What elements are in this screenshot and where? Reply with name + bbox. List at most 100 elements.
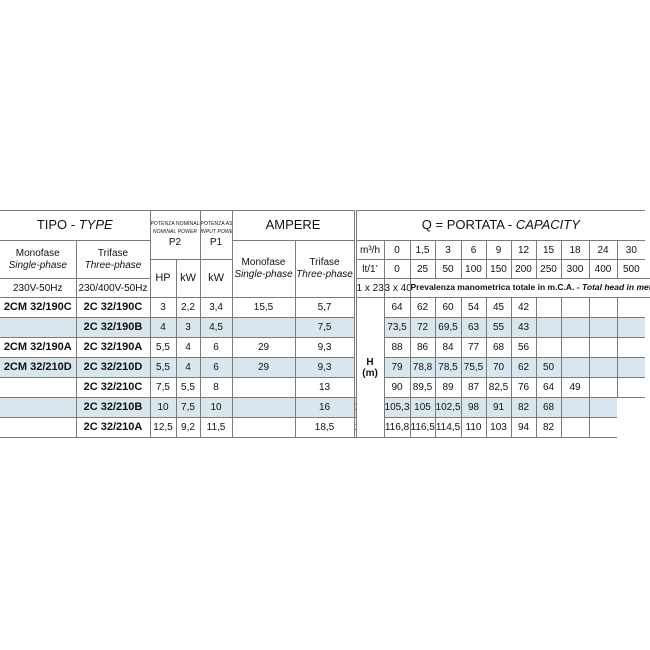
head-value — [588, 317, 618, 338]
head-value: 82 — [535, 417, 562, 438]
head-axis-label: H (m) — [355, 297, 385, 438]
head-value: 110 — [460, 417, 487, 438]
head-value — [560, 357, 590, 378]
head-value — [560, 397, 590, 418]
p1-header: POTENZA ASSORBITA INPUT POWER P1 — [199, 210, 233, 260]
head-value: 82,5 — [485, 377, 512, 398]
head-value: 84 — [434, 337, 462, 358]
model-single-phase — [0, 397, 77, 418]
amps-single-phase — [231, 377, 296, 398]
amps-three-phase: 9,3 — [294, 357, 355, 378]
head-value: 105,5 — [353, 397, 357, 418]
flow-lmin-2: 50 — [434, 259, 462, 279]
head-value: 116,8 — [383, 417, 411, 438]
head-value: 88 — [383, 337, 411, 358]
power-p1-kw: 8 — [199, 377, 233, 398]
model-three-phase: 2C 32/210B — [75, 397, 151, 418]
head-value: 75,5 — [460, 357, 487, 378]
flow-lmin-4: 150 — [485, 259, 512, 279]
head-value — [535, 337, 562, 358]
head-value: 102,5 — [434, 397, 462, 418]
model-three-phase: 2C 32/190C — [75, 297, 151, 318]
amps-single-phase: 15,5 — [231, 297, 296, 318]
amps-single-phase — [231, 397, 296, 418]
power-p2-kw: 9,2 — [175, 417, 201, 438]
head-value: 43 — [510, 317, 537, 338]
power-p1-kw: 6 — [199, 337, 233, 358]
power-p2-kw: 4 — [175, 357, 201, 378]
flow-lmin-5: 200 — [510, 259, 537, 279]
amps-three-phase: 7,5 — [294, 317, 355, 338]
amps-three-phase: 18,5 — [294, 417, 355, 438]
model-three-phase: 2C 32/190A — [75, 337, 151, 358]
head-value: 89 — [434, 377, 462, 398]
trifase-header: Trifase Three-phase — [75, 240, 151, 279]
head-value: 68 — [535, 397, 562, 418]
model-three-phase: 2C 32/210A — [75, 417, 151, 438]
amps-three-phase: 9,3 — [294, 337, 355, 358]
flow-m3h-7: 18 — [560, 240, 590, 260]
head-value: 50 — [535, 357, 562, 378]
head-value — [616, 337, 646, 358]
tipo-header: TIPO - TYPE — [0, 210, 151, 241]
unit-m3h: m³/h — [355, 240, 385, 260]
amps-three-phase: 13 — [294, 377, 355, 398]
flow-m3h-3: 6 — [460, 240, 487, 260]
head-value: 76 — [510, 377, 537, 398]
head-value — [588, 357, 618, 378]
head-value — [588, 297, 618, 318]
head-value: 64 — [383, 297, 411, 318]
power-p1-kw: 4,5 — [199, 317, 233, 338]
power-hp: 4 — [149, 317, 177, 338]
model-three-phase: 2C 32/210D — [75, 357, 151, 378]
power-p2-kw: 4 — [175, 337, 201, 358]
kw-p1-header: kW — [199, 259, 233, 298]
head-value: 72 — [409, 317, 436, 338]
model-single-phase: 2CM 32/190C — [0, 297, 77, 318]
flow-m3h-6: 15 — [535, 240, 562, 260]
head-value — [588, 377, 618, 398]
model-single-phase — [0, 417, 77, 438]
head-value: 90 — [383, 377, 411, 398]
amps-single-phase — [231, 317, 296, 338]
amp-monofase-header: Monofase Single-phase — [231, 240, 296, 298]
head-value — [560, 417, 590, 438]
header-row-1: TIPO - TYPE POTENZA NOMINALE NOMINAL POW… — [0, 210, 650, 398]
head-value: 94 — [510, 417, 537, 438]
head-value: 86 — [409, 337, 436, 358]
head-value: 105 — [409, 397, 436, 418]
flow-m3h-4: 9 — [485, 240, 512, 260]
flow-lmin-1: 25 — [409, 259, 436, 279]
power-p1-kw: 3,4 — [199, 297, 233, 318]
head-value: 114,5 — [434, 417, 462, 438]
power-p2-kw: 5,5 — [175, 377, 201, 398]
head-value: 78,5 — [434, 357, 462, 378]
header-row-2: Monofase Single-phase Trifase Three-phase … — [0, 240, 650, 298]
power-p2-kw: 2,2 — [175, 297, 201, 318]
head-value: 49 — [560, 377, 590, 398]
flow-m3h-2: 3 — [434, 240, 462, 260]
power-p1-kw: 10 — [199, 397, 233, 418]
head-value: 117 — [353, 417, 357, 438]
head-value: 82 — [510, 397, 537, 418]
flow-lmin-0: 0 — [383, 259, 411, 279]
amps-single-phase — [231, 417, 296, 438]
model-single-phase: 2CM 32/190A — [0, 337, 77, 358]
hp-header: HP — [149, 259, 177, 298]
kw-p2-header: kW — [175, 259, 201, 298]
head-value: 62 — [409, 297, 436, 318]
amps-three-phase: 16 — [294, 397, 355, 418]
power-hp: 3 — [149, 297, 177, 318]
head-value: 70 — [485, 357, 512, 378]
head-value: 77 — [460, 337, 487, 358]
head-value: 89,5 — [409, 377, 436, 398]
flow-lmin-8: 400 — [588, 259, 618, 279]
head-value — [535, 297, 562, 318]
head-value: 98 — [460, 397, 487, 418]
power-p1-kw: 6 — [199, 357, 233, 378]
table-row: 2CM 32/190C 2C 32/190C 3 2,2 3,4 15,5 5,7 H (m) 6… — [0, 297, 650, 438]
capacity-header: Q = PORTATA - CAPACITY — [355, 210, 646, 241]
flow-m3h-8: 24 — [588, 240, 618, 260]
head-value: 60 — [434, 297, 462, 318]
amp-trifase-header: Trifase Three-phase — [294, 240, 355, 298]
